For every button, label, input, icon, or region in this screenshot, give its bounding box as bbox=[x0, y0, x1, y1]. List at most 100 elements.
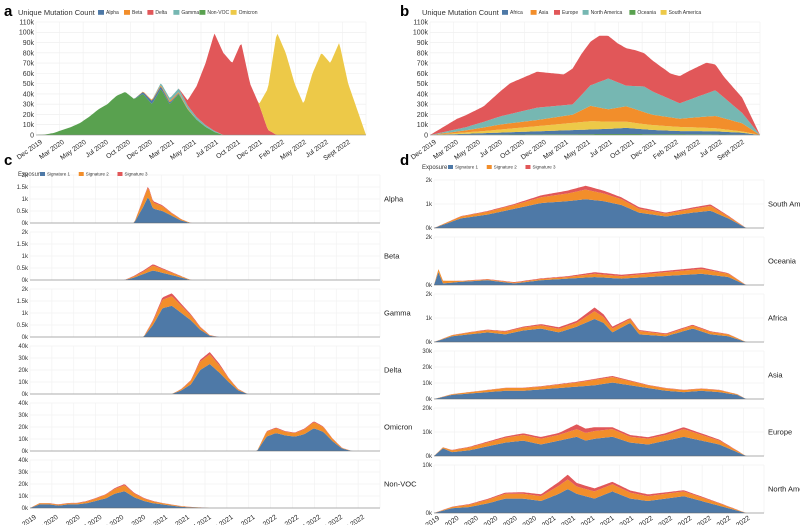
panel-d-asia-ytick-label: 30k bbox=[422, 349, 433, 355]
areas-layer bbox=[30, 33, 764, 513]
panel-c-row-label-gamma: Gamma bbox=[384, 308, 412, 317]
panel-a-legend-swatch-delta bbox=[147, 10, 154, 15]
panel-c-xtick-label: Oct 2022 bbox=[339, 514, 366, 525]
panel-d-xtick-label: Jul 2022 bbox=[668, 515, 693, 525]
panel-b-legend-swatch-europe bbox=[554, 10, 560, 15]
panel-a-ytick-label: 50k bbox=[23, 81, 35, 88]
panel-a-ytick-label: 30k bbox=[23, 102, 35, 109]
panel-c-gamma-ytick-label: 0k bbox=[22, 335, 29, 341]
panel-b-ytick-label: 110k bbox=[413, 19, 428, 26]
panel-d-europe-area-signature-1 bbox=[434, 436, 764, 456]
panel-a-legend-label-alpha: Alpha bbox=[106, 10, 119, 16]
panel-c-row-label-non-voc: Non-VOC bbox=[384, 479, 417, 488]
panel-b-area-south-america bbox=[430, 121, 760, 135]
panel-c-xtick-label: Jul 2022 bbox=[297, 514, 322, 525]
panel-d-europe-ytick-label: 10k bbox=[422, 430, 433, 436]
panel-c-omicron-ytick-label: 10k bbox=[18, 437, 29, 443]
panel-d-africa-ytick-label: 1k bbox=[426, 316, 433, 322]
panel-a-area-non-voc bbox=[36, 89, 366, 135]
panel-c-row-label-omicron: Omicron bbox=[384, 422, 412, 431]
panel-c-beta-ytick-label: 0.5k bbox=[17, 266, 29, 272]
panel-d-xtick-label: Jul 2020 bbox=[474, 515, 499, 525]
legends-layer: Alpha Beta Delta Gamma Non-VOC Omicron Africa A… bbox=[40, 10, 701, 177]
panel-d-south-america-ytick-label: 0k bbox=[426, 226, 433, 232]
panel-c-omicron-ytick-label: 30k bbox=[18, 413, 29, 419]
panel-d-row-label-north-america: North America bbox=[768, 484, 800, 493]
panel-b-ytick-label: 90k bbox=[417, 40, 429, 47]
panel-c-legend-label-signature-1: Signature 1 bbox=[47, 172, 71, 177]
panel-d-oceania-area-signature-2 bbox=[434, 269, 764, 285]
panel-a-ytick-label: 80k bbox=[23, 50, 35, 57]
panel-c-legend-label-signature-2: Signature 2 bbox=[86, 172, 110, 177]
panel-d-asia-ytick-label: 20k bbox=[422, 365, 433, 371]
panel-c-xtick-label: Oct 2020 bbox=[99, 514, 126, 525]
panel-c-row-label-alpha: Alpha bbox=[384, 194, 404, 203]
panel-c-non-voc-ytick-label: 20k bbox=[18, 482, 29, 488]
panel-b-legend-swatch-oceania bbox=[629, 10, 636, 15]
panel-a-legend-label-omicron: Omicron bbox=[239, 10, 258, 16]
panel-c-beta-ytick-label: 0k bbox=[22, 278, 29, 284]
panel-c-delta-ytick-label: 30k bbox=[18, 356, 29, 362]
panel-d-legend-swatch-signature-1 bbox=[448, 165, 453, 169]
panel-c-alpha-ytick-label: 1.5k bbox=[17, 185, 29, 191]
legend-title-b: Unique Mutation Count bbox=[422, 8, 500, 17]
panel-b-ytick-label: 50k bbox=[417, 81, 429, 88]
panel-c-omicron-ytick-label: 20k bbox=[18, 425, 29, 431]
panel-c-omicron-ytick-label: 0k bbox=[22, 449, 29, 455]
panel-c-alpha-ytick-label: 0.5k bbox=[17, 209, 29, 215]
panel-d-europe-ytick-label: 20k bbox=[422, 406, 433, 412]
panel-c-beta-ytick-label: 1.5k bbox=[17, 242, 29, 248]
panel-c-xtick-label: Oct 2021 bbox=[208, 514, 235, 525]
panel-d-row-label-europe: Europe bbox=[768, 427, 792, 436]
panel-d-south-america-ytick-label: 1k bbox=[426, 202, 433, 208]
panel-b-legend-label-asia: Asia bbox=[539, 10, 549, 16]
panel-a-legend-swatch-omicron bbox=[230, 10, 237, 15]
panel-b-area-africa bbox=[430, 127, 760, 135]
panel-a-ytick-label: 70k bbox=[23, 61, 35, 68]
panel-d-africa-ytick-label: 0k bbox=[426, 340, 433, 346]
panel-c-non-voc-area-signature-2 bbox=[30, 485, 380, 508]
panel-b-area-europe bbox=[430, 35, 760, 136]
panel-d-xtick-label: Jul 2021 bbox=[571, 515, 596, 525]
panel-c-non-voc-ytick-label: 40k bbox=[18, 458, 29, 464]
panel-a-ytick-label: 20k bbox=[23, 112, 35, 119]
panel-d-row-label-oceania: Oceania bbox=[768, 256, 797, 265]
panel-d-legend-swatch-signature-2 bbox=[486, 165, 492, 169]
panel-c-row-label-delta: Delta bbox=[384, 365, 402, 374]
panel-c-non-voc-ytick-label: 30k bbox=[18, 470, 29, 476]
panel-c-non-voc-ytick-label: 0k bbox=[22, 506, 29, 512]
panel-d-north-america-area-signature-2 bbox=[434, 479, 764, 513]
panel-a-ytick-label: 10k bbox=[23, 122, 35, 129]
panel-d-south-america-area-signature-2 bbox=[434, 189, 764, 228]
panel-b-legend-swatch-north-america bbox=[582, 10, 589, 15]
legend-title-a: Unique Mutation Count bbox=[18, 8, 96, 17]
panel-c-gamma-ytick-label: 0.5k bbox=[17, 323, 29, 329]
panel-b-ytick-label: 30k bbox=[417, 102, 429, 109]
panel-letter-d: d bbox=[400, 152, 409, 169]
panel-d-north-america-ytick-label: 0k bbox=[426, 511, 433, 517]
panel-b-legend-label-oceania: Oceania bbox=[637, 10, 656, 16]
panel-d-oceania-ytick-label: 0k bbox=[426, 283, 433, 289]
panel-b-legend-label-south-america: South America bbox=[669, 10, 702, 16]
panel-c-beta-ytick-label: 1k bbox=[22, 254, 29, 260]
panel-d-south-america-area-signature-1 bbox=[434, 199, 764, 228]
panel-c-legend-label-signature-3: Signature 3 bbox=[124, 172, 148, 177]
panel-d-legend-label-signature-1: Signature 1 bbox=[455, 165, 479, 170]
panel-letter-c: c bbox=[4, 152, 12, 169]
panel-b-area-asia bbox=[430, 105, 760, 135]
panel-d-row-label-south-america: South America bbox=[768, 199, 800, 208]
panel-c-delta-ytick-label: 20k bbox=[18, 368, 29, 374]
panel-c-gamma-ytick-label: 2k bbox=[22, 287, 29, 293]
panel-b-legend-swatch-asia bbox=[530, 10, 537, 15]
panel-c-omicron-ytick-label: 40k bbox=[18, 401, 29, 407]
panel-d-africa-area-signature-1 bbox=[434, 319, 764, 342]
panel-a-legend-swatch-gamma bbox=[173, 10, 180, 15]
panel-a-legend-swatch-alpha bbox=[98, 10, 104, 15]
panel-d-south-america-area-signature-3 bbox=[434, 185, 764, 228]
panel-a-legend-label-non-voc: Non-VOC bbox=[207, 10, 229, 16]
panel-a-ytick-label: 100k bbox=[19, 30, 35, 37]
legend-title-d: Exposure bbox=[422, 165, 448, 171]
panel-d-row-label-asia: Asia bbox=[768, 370, 783, 379]
panel-d-asia-ytick-label: 0k bbox=[426, 397, 433, 403]
panel-c-beta-ytick-label: 2k bbox=[22, 230, 29, 236]
